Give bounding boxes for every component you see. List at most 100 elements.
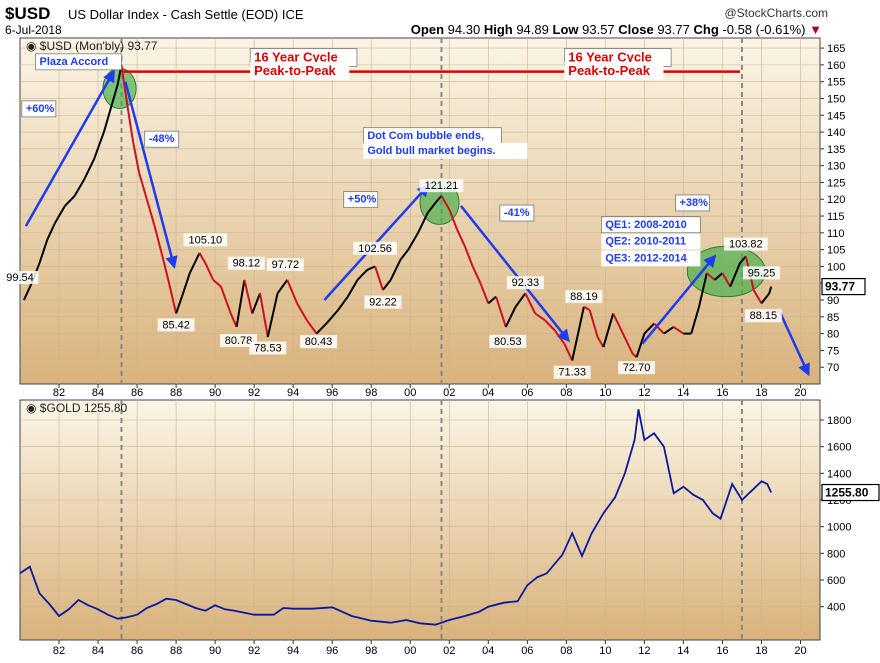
usd-series-segment	[479, 282, 490, 304]
usd-series-segment	[583, 305, 591, 311]
usd-series-segment	[286, 279, 298, 304]
usd-series-segment	[145, 198, 156, 227]
top-x-tick-label: 08	[560, 387, 572, 399]
bottom-x-tick-label: 12	[638, 645, 650, 657]
usd-series-segment	[729, 262, 741, 287]
price-label-bg	[266, 258, 304, 272]
price-label-bg	[742, 266, 780, 280]
annotation-box	[250, 61, 350, 80]
bottom-x-tick-label: 16	[716, 645, 728, 657]
usd-series-segment	[571, 333, 580, 361]
price-label-bg	[183, 233, 228, 247]
annotation-text: QE1: 2008-2010	[605, 219, 686, 231]
price-label: 88.19	[570, 291, 598, 303]
top-y-tick-label: 100	[827, 261, 845, 273]
top-y-tick-label: 70	[827, 362, 839, 374]
annotation-box	[675, 194, 710, 212]
bottom-x-tick-label: 88	[170, 645, 182, 657]
price-label: 105.10	[189, 234, 223, 246]
usd-series-segment	[706, 272, 716, 281]
top-x-tick-label: 00	[404, 387, 416, 399]
top-y-tick-label: 115	[827, 211, 845, 223]
usd-series-segment	[653, 322, 665, 335]
usd-series-segment	[577, 306, 585, 334]
annotation-text: -48%	[149, 133, 175, 145]
annotation-text: QE3: 2012-2014	[605, 252, 687, 264]
trend-arrow	[777, 309, 810, 377]
top-x-tick-label: 96	[326, 387, 338, 399]
usd-series-segment	[346, 279, 359, 298]
top-panel: 7075808590951001051101151201251301351401…	[1, 37, 866, 399]
price-label-bg	[300, 335, 338, 349]
bottom-x-tick-label: 14	[677, 645, 689, 657]
price-label: 78.53	[254, 343, 282, 355]
annotation-box	[35, 53, 122, 71]
top-y-tick-label: 145	[827, 110, 845, 122]
top-x-tick-label: 84	[92, 387, 104, 399]
annotation-box	[564, 61, 664, 80]
annotation-box	[343, 191, 379, 208]
usd-series-segment	[612, 313, 624, 335]
price-label-bg	[565, 290, 603, 304]
usd-series-segment	[212, 279, 222, 288]
usd-series-segment	[220, 286, 232, 314]
usd-series-segment	[417, 212, 429, 234]
usd-series-segment	[602, 313, 615, 348]
usd-series-segment	[596, 336, 605, 348]
top-x-tick-label: 06	[521, 387, 533, 399]
price-label: 95.25	[748, 267, 776, 279]
usd-series-segment	[524, 292, 537, 314]
bottom-x-tick-label: 98	[365, 645, 377, 657]
top-x-tick-label: 02	[443, 387, 455, 399]
top-last-value-tag	[821, 277, 866, 296]
price-label-bg	[249, 341, 287, 355]
ohlc-summary: Open 94.30 High 94.89 Low 93.57 Close 93…	[410, 22, 822, 37]
top-y-tick-label: 75	[827, 345, 839, 357]
usd-series-segment	[229, 313, 238, 328]
annotation-text: 16 Year Cycle	[568, 50, 652, 65]
bottom-panel-title: ◉ $GOLD 1255.80	[26, 401, 128, 415]
usd-series-segment	[760, 292, 771, 304]
top-x-tick-label: 18	[755, 387, 767, 399]
usd-series-segment	[251, 292, 261, 314]
price-label: 92.22	[369, 297, 397, 309]
usd-series-segment	[204, 262, 215, 281]
usd-series-segment	[110, 84, 119, 106]
usd-series-segment	[306, 319, 318, 335]
bottom-x-tick-label: 20	[794, 645, 806, 657]
usd-series-segment	[382, 279, 392, 291]
usd-series-segment	[514, 292, 527, 308]
usd-series-segment	[495, 296, 507, 328]
usd-series-segment	[544, 319, 556, 331]
annotation-text: Peak-to-Peak	[568, 63, 650, 78]
bottom-x-tick-label: 84	[92, 645, 104, 657]
usd-series-segment	[698, 272, 708, 307]
top-y-tick-label: 160	[827, 60, 845, 72]
bottom-x-tick-label: 86	[131, 645, 143, 657]
price-label: 80.43	[305, 336, 333, 348]
price-label-bg	[220, 333, 258, 347]
bottom-x-tick-label: 92	[248, 645, 260, 657]
bottom-x-tick-label: 18	[755, 645, 767, 657]
top-y-tick-label: 140	[827, 127, 845, 139]
annotation-box	[499, 204, 535, 222]
usd-series-segment	[563, 343, 574, 361]
price-label-bg	[489, 334, 527, 348]
top-x-tick-label: 88	[170, 387, 182, 399]
usd-series-segment	[374, 266, 384, 291]
quote-date: 6-Jul-2018	[5, 23, 62, 37]
usd-series-segment	[235, 279, 246, 328]
annotation-box	[363, 142, 528, 159]
price-label: 103.82	[729, 239, 763, 251]
usd-series-segment	[534, 312, 546, 321]
trend-arrow	[459, 205, 570, 343]
symbol-description: US Dollar Index - Cash Settle (EOD) ICE	[68, 7, 304, 22]
price-label-bg	[744, 309, 782, 323]
annotation-text: Gold bull market begins.	[367, 145, 495, 157]
gold-series-line	[19, 409, 773, 626]
usd-series-segment	[588, 309, 599, 338]
top-y-tick-label: 110	[827, 228, 845, 240]
top-y-tick-label: 130	[827, 161, 845, 173]
trend-arrow	[24, 69, 115, 227]
